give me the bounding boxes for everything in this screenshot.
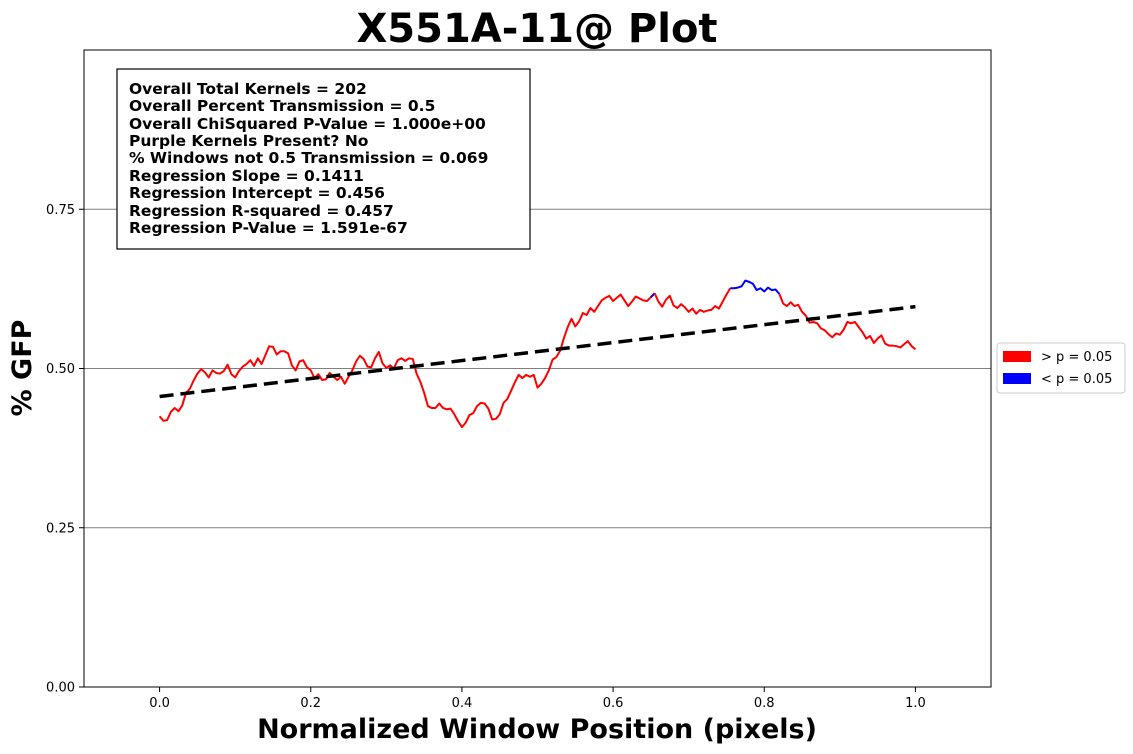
- x-axis-label: Normalized Window Position (pixels): [257, 714, 817, 745]
- y-tick-label: 0.50: [46, 362, 75, 377]
- series-line-2: [653, 287, 732, 315]
- legend-swatch-red: [1003, 351, 1031, 362]
- regression-line: [159, 304, 916, 399]
- y-axis-label: % GFP: [7, 320, 38, 417]
- stats-percent-transmission: Overall Percent Transmission = 0.5: [129, 97, 435, 115]
- y-tick-label: 0.75: [46, 203, 75, 218]
- x-axis-ticks: 0.0 0.2 0.4 0.6 0.8 1.0: [149, 687, 926, 711]
- stats-windows-not-transmission: % Windows not 0.5 Transmission = 0.069: [129, 149, 488, 167]
- stats-regression-pvalue: Regression P-Value = 1.591e-67: [129, 219, 408, 237]
- stats-regression-intercept: Regression Intercept = 0.456: [129, 184, 385, 202]
- y-tick-label: 0.25: [46, 521, 75, 536]
- stats-regression-rsquared: Regression R-squared = 0.457: [129, 202, 394, 220]
- stats-chisquared-pvalue: Overall ChiSquared P-Value = 1.000e+00: [129, 115, 486, 133]
- legend-swatch-blue: [1003, 373, 1031, 384]
- stats-purple-kernels: Purple Kernels Present? No: [129, 132, 368, 150]
- y-axis-ticks: 0.00 0.25 0.50 0.75: [46, 203, 84, 696]
- y-tick-label: 0.00: [46, 681, 75, 696]
- grid: [84, 208, 991, 529]
- stats-box: Overall Total Kernels = 202 Overall Perc…: [116, 68, 531, 250]
- chart-title: X551A-11@ Plot: [356, 6, 717, 52]
- x-tick-label: 1.0: [905, 696, 926, 711]
- stats-box-frame: [116, 68, 531, 250]
- x-tick-label: 0.2: [300, 696, 321, 711]
- regression-line-layer: [159, 304, 916, 399]
- data-series: [158, 279, 917, 429]
- x-tick-label: 0.4: [452, 696, 473, 711]
- series-line-4: [778, 293, 917, 351]
- stats-regression-slope: Regression Slope = 0.1411: [129, 167, 364, 185]
- x-tick-label: 0.6: [603, 696, 624, 711]
- series-line-0: [158, 292, 656, 429]
- x-tick-label: 0.0: [149, 696, 170, 711]
- legend-label-blue: < p = 0.05: [1041, 372, 1112, 387]
- legend: > p = 0.05 < p = 0.05: [996, 342, 1126, 394]
- stats-total-kernels: Overall Total Kernels = 202: [129, 80, 367, 98]
- series-line-3: [730, 279, 781, 295]
- x-tick-label: 0.8: [754, 696, 775, 711]
- legend-label-red: > p = 0.05: [1041, 350, 1112, 365]
